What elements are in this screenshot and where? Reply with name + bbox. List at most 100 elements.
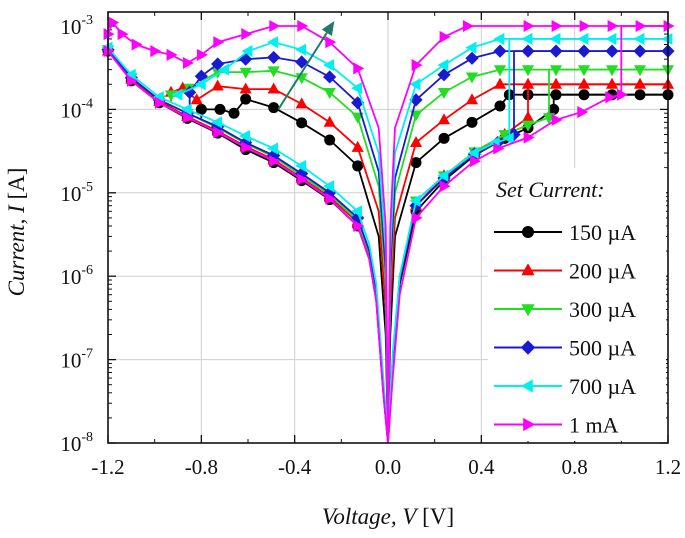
x-tick-labels: -1.2 -0.8 -0.4 0.0 0.4 0.8 1.2 <box>91 455 681 479</box>
marker-circle <box>324 134 336 146</box>
y-axis-label: Current, I [A] <box>4 168 29 297</box>
marker-diamond <box>351 96 365 110</box>
marker-triangle-right <box>154 96 166 109</box>
marker-diamond <box>267 50 281 65</box>
y-tick-base: 10 <box>60 432 81 456</box>
marker-diamond <box>211 57 225 71</box>
series-line <box>107 49 389 444</box>
marker-triangle-left <box>295 43 307 56</box>
marker-triangle-right <box>325 36 337 49</box>
marker-triangle-up <box>521 110 535 122</box>
marker-triangle-down <box>267 66 280 78</box>
legend-item: 300 µA <box>494 297 636 322</box>
marker-triangle-left <box>211 116 223 129</box>
marker-triangle-down <box>239 67 252 79</box>
marker-triangle-right <box>241 141 253 154</box>
marker-triangle-left <box>661 32 673 45</box>
marker-triangle-left <box>502 132 514 145</box>
marker-triangle-left <box>467 146 479 160</box>
marker-diamond <box>183 85 197 99</box>
marker-triangle-left <box>323 59 335 72</box>
marker-diamond <box>633 44 647 58</box>
marker-diamond <box>520 340 536 355</box>
marker-diamond <box>323 70 337 84</box>
marker-triangle-left <box>409 194 421 207</box>
marker-circle <box>410 157 422 169</box>
marker-triangle-down <box>577 65 591 77</box>
marker-triangle-left <box>549 32 561 45</box>
marker-triangle-down <box>323 87 336 99</box>
marker-triangle-up <box>521 263 535 276</box>
marker-triangle-down <box>465 72 479 84</box>
marker-circle <box>296 117 308 129</box>
marker-triangle-left <box>465 41 477 54</box>
marker-triangle-up <box>437 113 451 125</box>
marker-diamond <box>577 44 591 58</box>
marker-triangle-right <box>166 48 178 61</box>
marker-triangle-right <box>297 19 309 33</box>
legend-item: 1 mA <box>494 413 619 438</box>
arrow-shaft <box>277 32 328 110</box>
marker-circle <box>634 89 646 101</box>
legend-item: 150 µA <box>494 220 636 245</box>
marker-triangle-left <box>437 169 449 182</box>
marker-triangle-up <box>409 135 423 147</box>
marker-triangle-right <box>126 74 138 87</box>
marker-triangle-left <box>180 103 192 116</box>
marker-triangle-left <box>267 36 279 49</box>
legend: Set Current: 150 µA 200 µA 300 µA 500 µA 700 … <box>488 168 666 441</box>
marker-triangle-right <box>297 173 309 186</box>
marker-triangle-up <box>239 82 252 94</box>
x-tick-label: -0.8 <box>185 455 218 479</box>
marker-circle <box>438 132 450 144</box>
marker-diamond <box>605 44 619 58</box>
marker-triangle-down <box>521 304 535 317</box>
marker-triangle-right <box>353 219 365 233</box>
y-tick-label: 10-3 <box>60 13 93 39</box>
marker-triangle-right <box>103 45 115 58</box>
y-tick-exponent: -6 <box>81 263 93 278</box>
marker-triangle-right <box>182 56 194 70</box>
marker-triangle-right <box>462 19 474 33</box>
y-tick-labels: 10-310-410-510-610-710-8 <box>60 13 93 456</box>
marker-triangle-right <box>551 19 563 33</box>
marker-triangle-up <box>465 93 479 105</box>
marker-triangle-right <box>663 19 675 33</box>
marker-triangle-up <box>295 97 308 109</box>
marker-diamond <box>295 55 309 69</box>
marker-triangle-up <box>633 77 647 89</box>
x-tick-label: -0.4 <box>278 455 312 479</box>
y-tick-exponent: -7 <box>81 347 93 362</box>
marker-triangle-left <box>241 45 253 58</box>
marker-triangle-right <box>577 105 589 119</box>
marker-triangle-left <box>124 68 136 81</box>
marker-triangle-right <box>213 36 225 49</box>
marker-triangle-left <box>239 129 251 143</box>
series-line <box>387 38 668 444</box>
marker-triangle-right <box>616 88 628 101</box>
trend-arrow <box>277 20 335 110</box>
marker-triangle-right <box>150 45 162 58</box>
y-tick-label: 10-4 <box>60 96 93 122</box>
marker-triangle-down <box>164 90 178 102</box>
series-line <box>107 50 389 444</box>
marker-circle <box>214 103 226 115</box>
marker-triangle-right <box>635 19 647 33</box>
marker-circle <box>240 93 252 105</box>
x-axis-label: Voltage, V [V] <box>322 504 454 529</box>
marker-diamond <box>549 44 563 58</box>
legend-background <box>488 168 666 441</box>
marker-triangle-down <box>498 130 511 142</box>
marker-circle <box>228 107 240 119</box>
marker-triangle-left <box>295 159 307 172</box>
marker-triangle-up <box>521 77 535 89</box>
x-tick-label: 0.0 <box>375 455 401 479</box>
marker-diamond <box>437 68 451 82</box>
marker-triangle-up <box>190 93 203 105</box>
marker-triangle-right <box>551 113 563 126</box>
marker-triangle-right <box>182 111 194 124</box>
marker-triangle-down <box>437 87 451 99</box>
marker-triangle-left <box>194 78 206 91</box>
marker-triangle-left <box>633 32 645 45</box>
